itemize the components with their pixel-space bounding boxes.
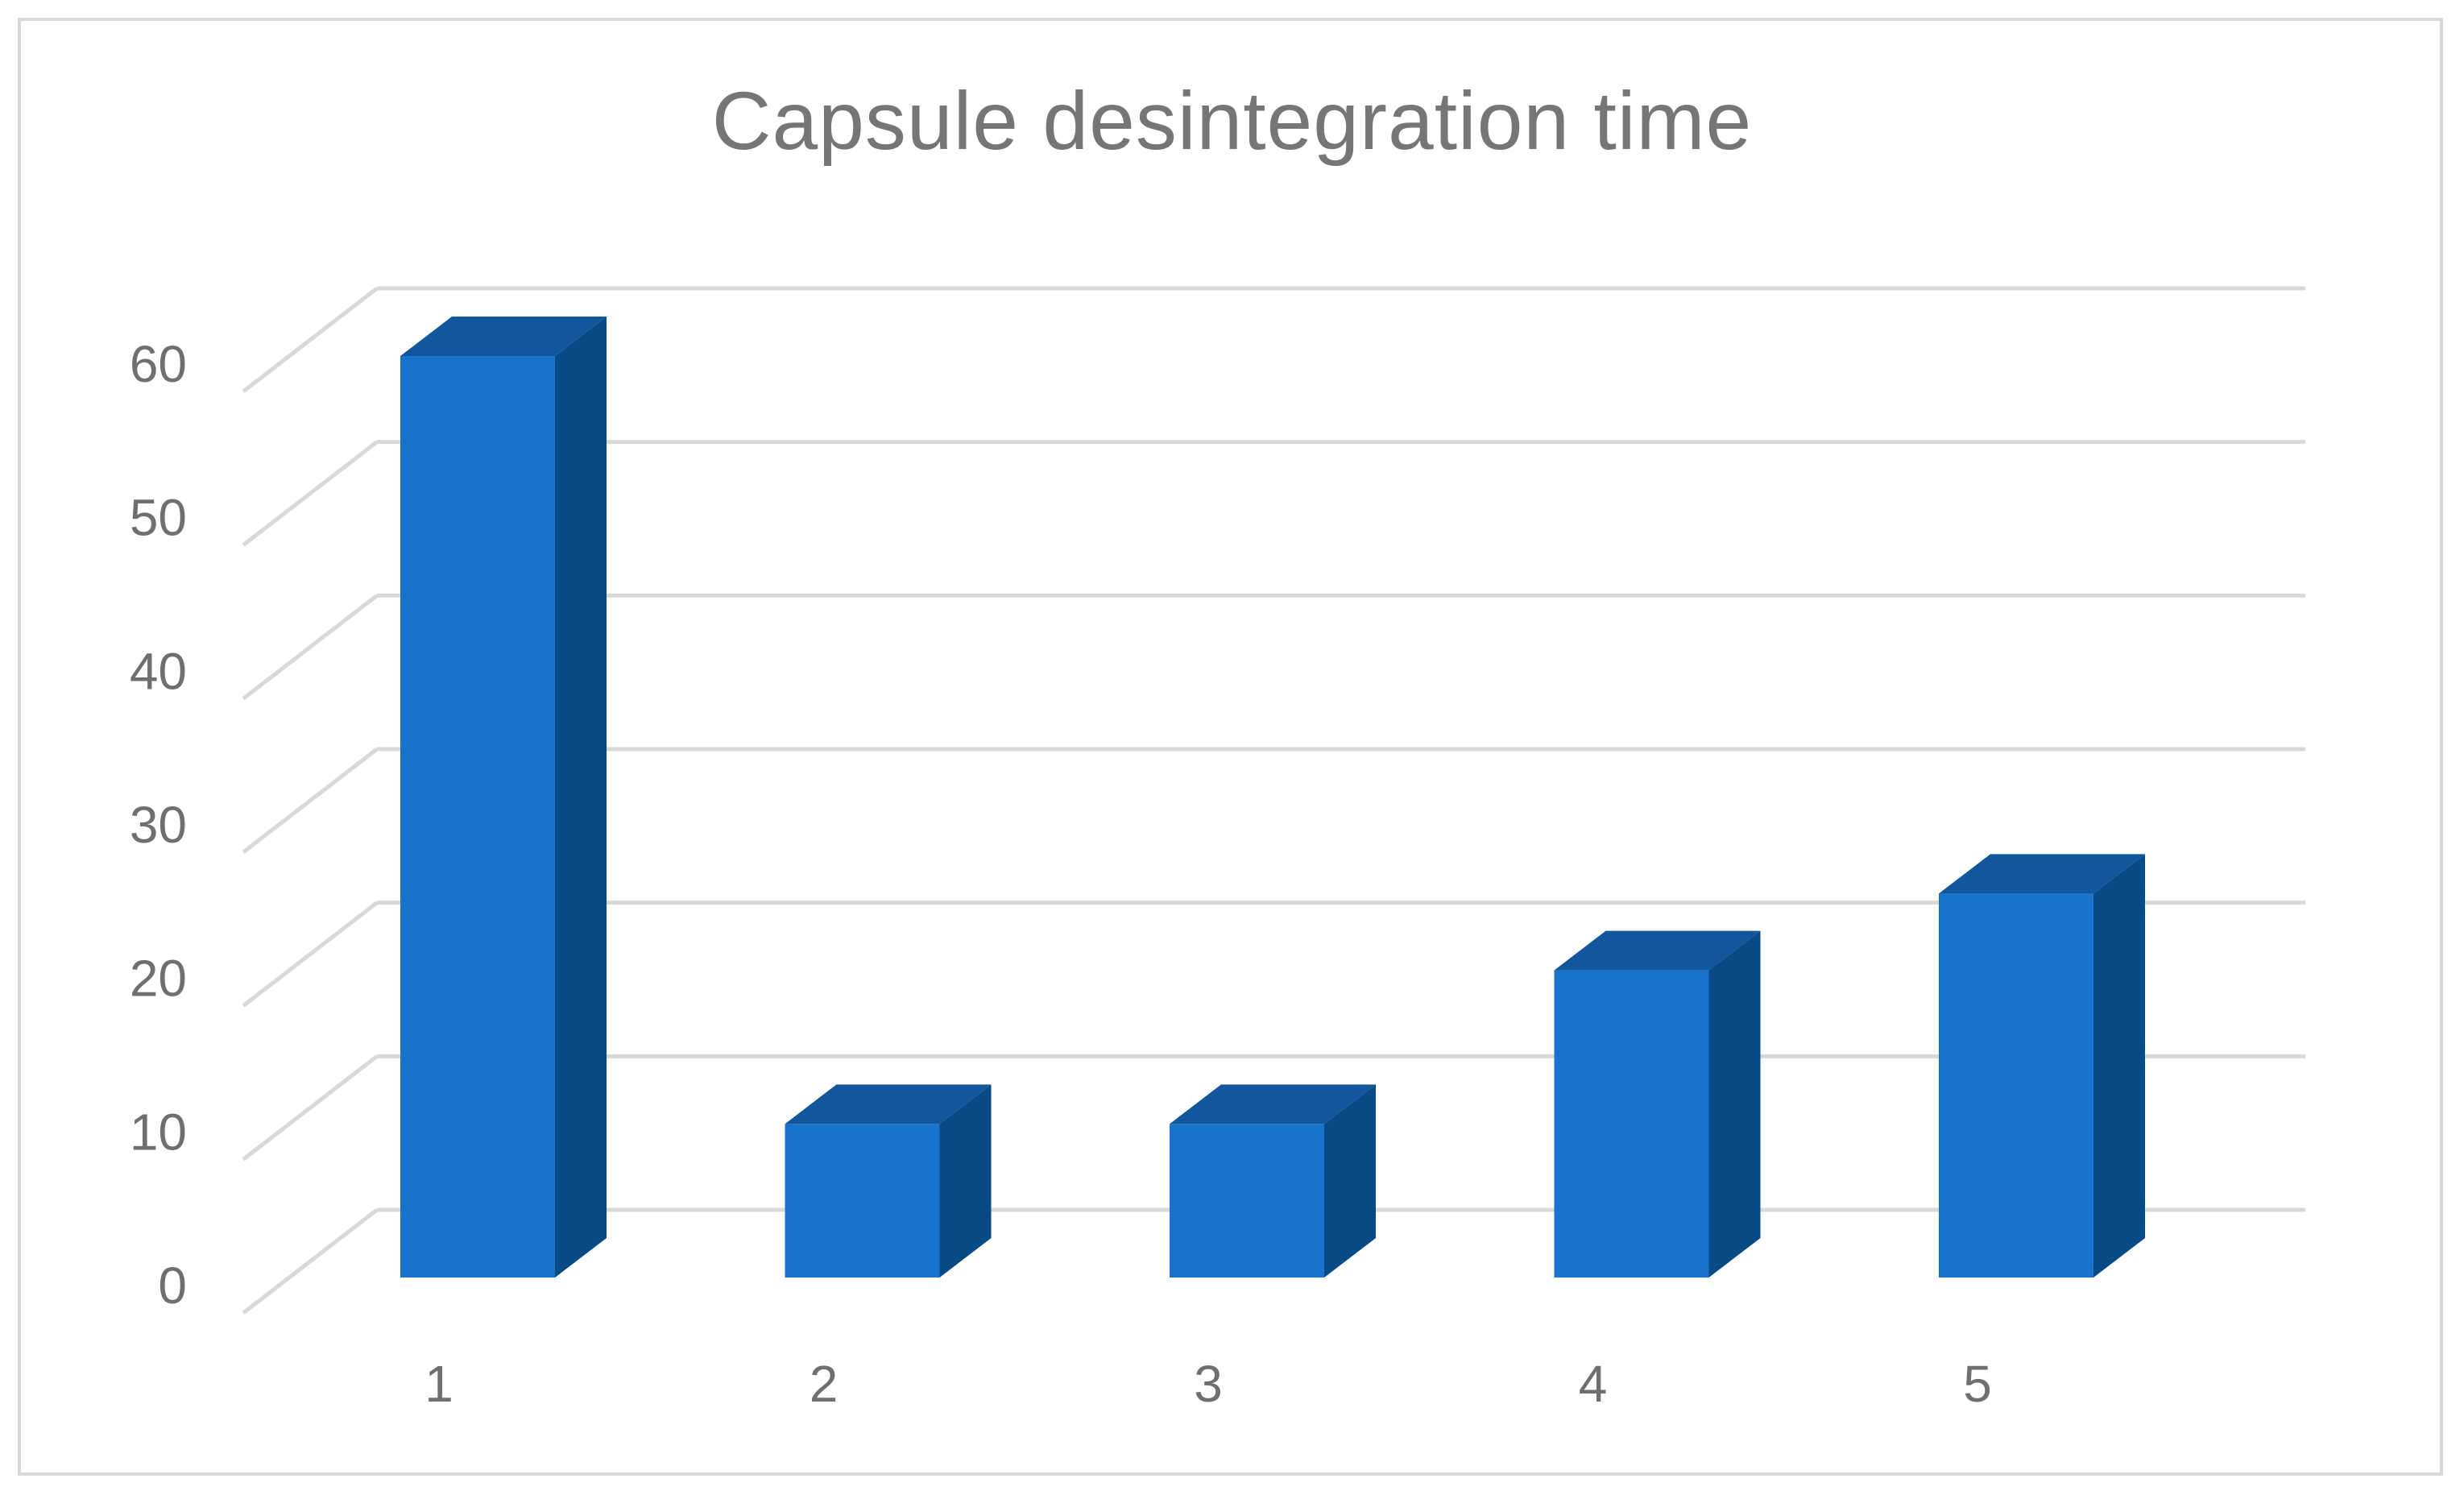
y-tick-label: 0 — [158, 1257, 187, 1315]
bar-5 — [1939, 854, 2145, 1278]
bar-front-face — [785, 1124, 940, 1278]
bar-side-face — [1324, 1084, 1376, 1278]
x-axis-labels: 1 2 3 4 5 — [424, 1355, 1992, 1413]
bar-3 — [1170, 1084, 1376, 1278]
bar-1 — [400, 317, 607, 1278]
x-tick-label: 2 — [810, 1355, 839, 1413]
bar-side-face — [939, 1084, 992, 1278]
x-tick-label: 5 — [1963, 1355, 1992, 1413]
bar-front-face — [1170, 1124, 1324, 1278]
x-tick-label: 1 — [424, 1355, 453, 1413]
gridline-diagonal-10 — [242, 1054, 379, 1162]
bar-side-face — [555, 317, 607, 1278]
y-tick-label: 40 — [130, 642, 187, 700]
bar-top-face — [1939, 854, 2145, 894]
y-tick-label: 50 — [130, 489, 187, 547]
y-axis-ticks: 0 10 20 30 40 50 60 — [130, 335, 187, 1315]
bar-top-face — [785, 1084, 992, 1124]
bar-4 — [1554, 930, 1761, 1278]
bars — [400, 317, 2145, 1278]
x-tick-label: 3 — [1194, 1355, 1223, 1413]
bar-side-face — [2093, 854, 2145, 1278]
bar-front-face — [1939, 893, 2093, 1278]
bar-top-face — [1170, 1084, 1376, 1124]
bar-front-face — [1554, 970, 1709, 1278]
y-tick-label: 30 — [130, 796, 187, 854]
y-tick-label: 10 — [130, 1103, 187, 1161]
bar-top-face — [1554, 930, 1761, 971]
chart-title: Capsule desintegration time — [711, 75, 1753, 167]
gridline-diagonal-20 — [242, 901, 379, 1008]
gridline-diagonal-40 — [242, 594, 379, 701]
bar-top-face — [400, 317, 607, 356]
y-tick-label: 20 — [130, 950, 187, 1008]
x-tick-label: 4 — [1579, 1355, 1608, 1413]
gridline-diagonal-50 — [242, 440, 379, 547]
gridline-diagonal-60 — [242, 287, 379, 393]
bar-2 — [785, 1084, 992, 1278]
gridline-diagonal-0 — [242, 1208, 379, 1315]
bar-front-face — [400, 356, 555, 1278]
y-tick-label: 60 — [130, 335, 187, 393]
bar-side-face — [1708, 930, 1761, 1278]
gridline-diagonal-30 — [242, 748, 379, 854]
